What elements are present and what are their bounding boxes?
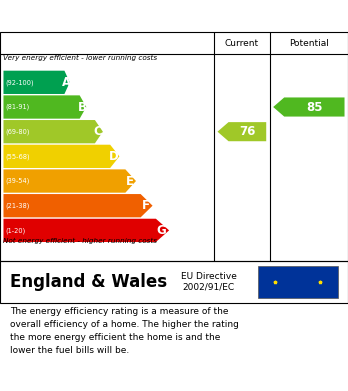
Text: (92-100): (92-100) (6, 79, 34, 86)
Text: E: E (126, 174, 134, 188)
Polygon shape (3, 145, 119, 168)
Polygon shape (3, 194, 152, 217)
Polygon shape (3, 71, 70, 94)
Polygon shape (3, 120, 103, 143)
Bar (258, 266, 338, 298)
Text: Not energy efficient - higher running costs: Not energy efficient - higher running co… (3, 238, 158, 244)
Text: Current: Current (225, 38, 259, 47)
Polygon shape (3, 219, 169, 242)
Text: B: B (78, 100, 87, 113)
Text: (39-54): (39-54) (6, 178, 30, 184)
Polygon shape (273, 97, 345, 117)
Text: 76: 76 (239, 125, 255, 138)
Text: 85: 85 (306, 100, 323, 113)
Text: G: G (156, 224, 166, 237)
Text: EU Directive
2002/91/EC: EU Directive 2002/91/EC (181, 272, 237, 292)
Text: Very energy efficient - lower running costs: Very energy efficient - lower running co… (3, 55, 158, 61)
Text: (55-68): (55-68) (6, 153, 30, 160)
Text: C: C (94, 125, 102, 138)
Text: The energy efficiency rating is a measure of the
overall efficiency of a home. T: The energy efficiency rating is a measur… (10, 307, 239, 355)
Text: (1-20): (1-20) (6, 227, 26, 234)
Text: (69-80): (69-80) (6, 128, 30, 135)
Text: (21-38): (21-38) (6, 203, 30, 209)
Text: (81-91): (81-91) (6, 104, 30, 110)
Polygon shape (3, 169, 136, 193)
Text: Potential: Potential (289, 38, 329, 47)
Text: A: A (62, 76, 71, 89)
Text: F: F (141, 199, 149, 212)
Text: Energy Efficiency Rating: Energy Efficiency Rating (10, 9, 220, 23)
Polygon shape (218, 122, 266, 141)
Text: D: D (109, 150, 119, 163)
Polygon shape (3, 95, 86, 118)
Text: England & Wales: England & Wales (10, 273, 168, 291)
